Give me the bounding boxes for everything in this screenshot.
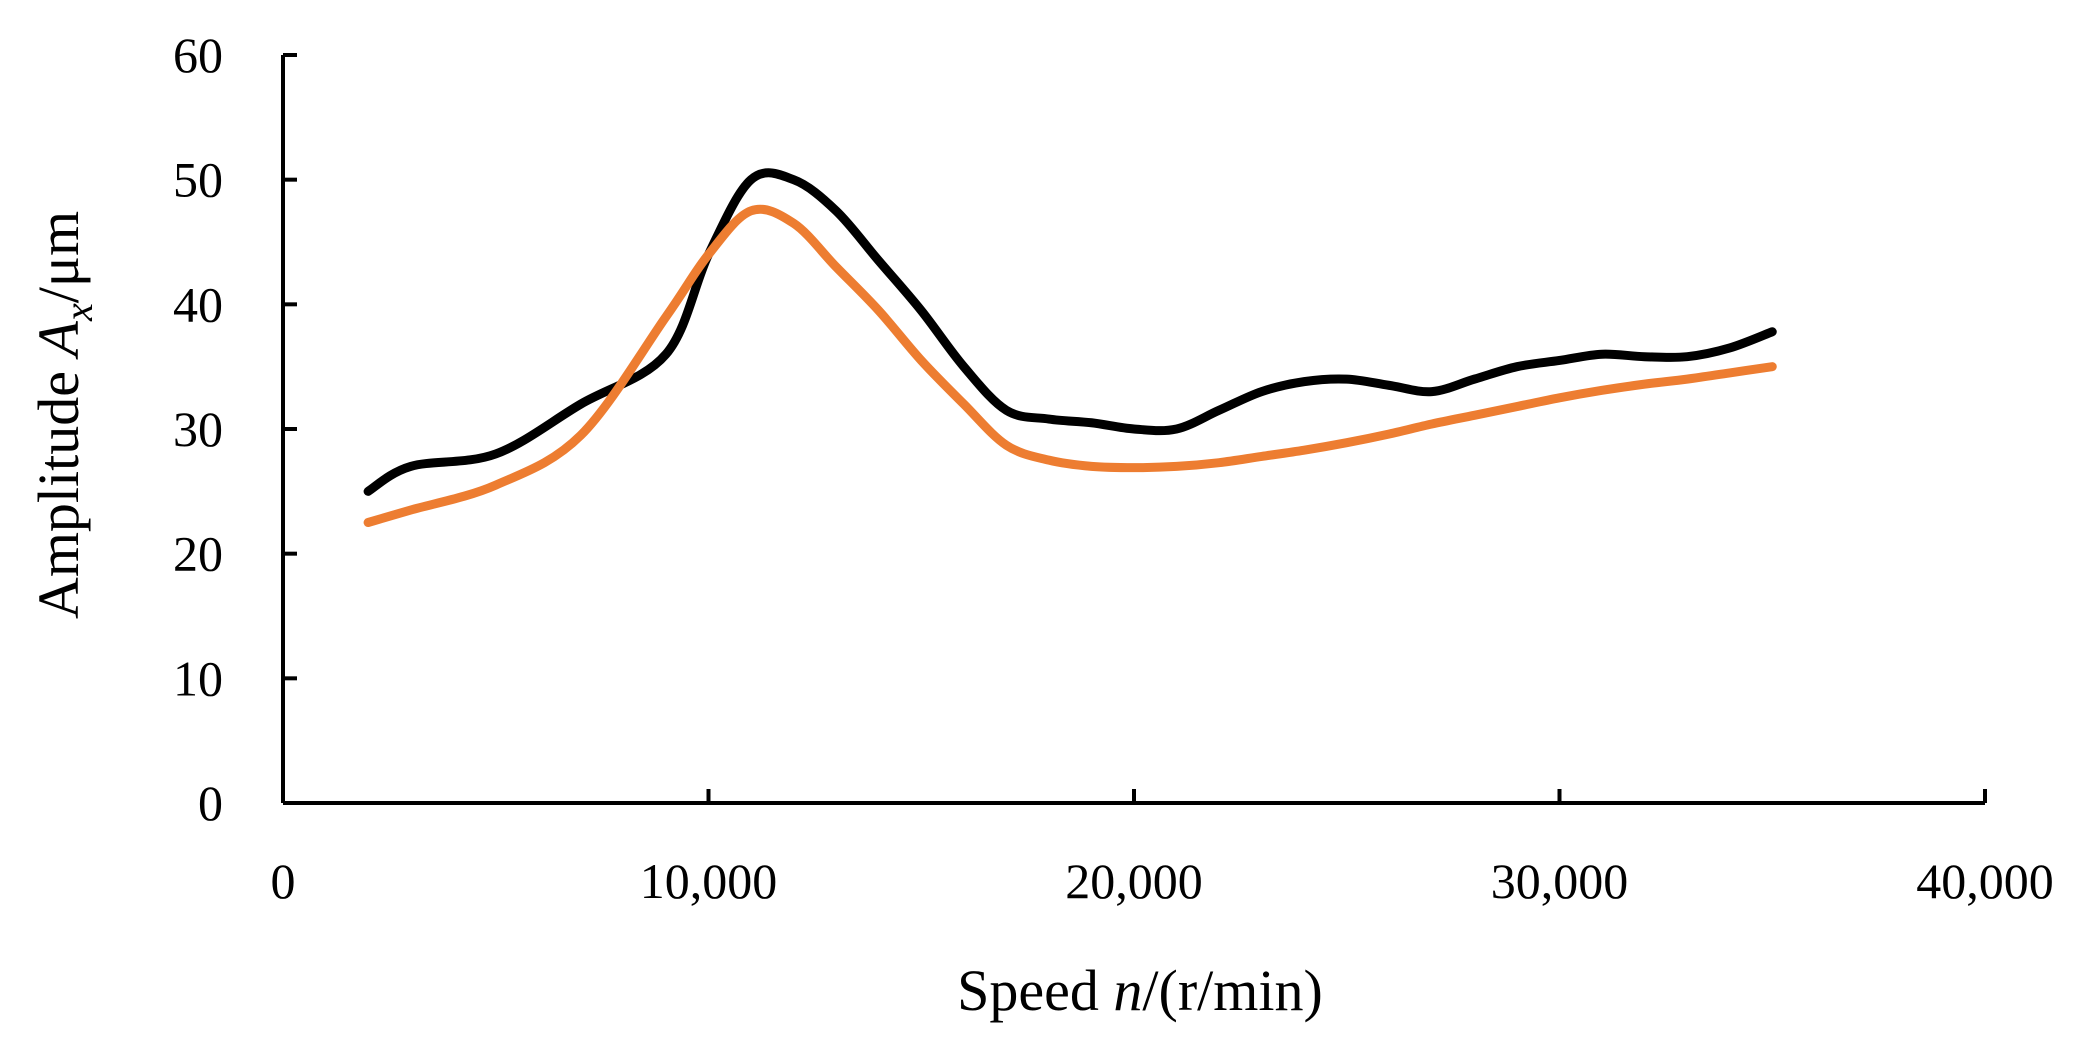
x-tick-label: 40,000 (1916, 853, 2054, 909)
x-tick-label: 0 (271, 853, 296, 909)
series-group (363, 168, 1777, 527)
y-axis-title-var: A (26, 320, 91, 360)
x-tick-label: 30,000 (1491, 853, 1629, 909)
x-tick-label: 20,000 (1065, 853, 1203, 909)
x-axis-ticks: 0 10,000 20,000 30,000 40,000 (271, 789, 2054, 909)
x-axis-title-suffix: /(r/min) (1142, 958, 1322, 1023)
x-axis-title-var: n (1113, 958, 1142, 1023)
x-axis-title: Speed n/(r/min) (957, 958, 1323, 1023)
y-tick-label: 30 (173, 401, 223, 457)
series-line-1 (363, 168, 1777, 496)
x-tick-label: 10,000 (640, 853, 778, 909)
y-axis-title-prefix: Amplitude (26, 356, 91, 619)
y-axis-title: Amplitude Ax/μm (26, 211, 101, 619)
y-axis-title-suffix: /μm (26, 211, 91, 303)
y-tick-label: 20 (173, 526, 223, 582)
x-axis-title-prefix: Speed (957, 958, 1113, 1023)
y-tick-label: 10 (173, 650, 223, 706)
y-axis-title-sub: x (56, 303, 101, 322)
y-axis-ticks: 0 10 20 30 40 50 60 (173, 27, 297, 831)
y-tick-label: 50 (173, 152, 223, 208)
series-line-2 (363, 204, 1777, 527)
y-tick-label: 60 (173, 27, 223, 83)
y-tick-label: 0 (198, 775, 223, 831)
y-tick-label: 40 (173, 276, 223, 332)
